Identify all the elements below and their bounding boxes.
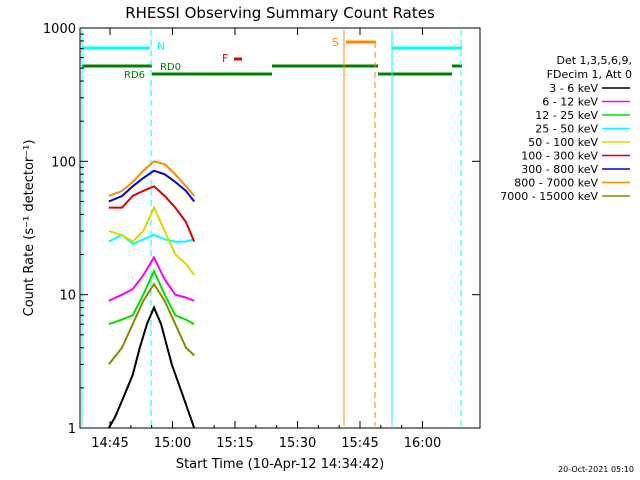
legend-header-2: FDecim 1, Att 0: [547, 68, 632, 81]
legend-label-3: 25 - 50 keV: [535, 123, 598, 136]
legend-label-0: 3 - 6 keV: [549, 82, 598, 95]
legend-header-1: Det 1,3,5,6,9,: [556, 54, 632, 67]
y-tick-label-2: 100: [51, 155, 76, 170]
x-tick-label-1: 15:00: [154, 436, 191, 451]
series-line-8: [108, 282, 195, 366]
series-line-0: [107, 305, 196, 429]
series-line-7: [108, 160, 195, 197]
legend: Det 1,3,5,6,9, FDecim 1, Att 0 3 - 6 keV…: [500, 54, 632, 203]
x-tick-label-2: 15:15: [216, 436, 253, 451]
series-line-5: [108, 185, 196, 242]
axis-layer: 14:45 15:00 15:15 15:30 15:45 16:00 1 10 100 1000: [43, 22, 480, 451]
legend-label-8: 7000 - 15000 keV: [500, 190, 598, 203]
series-line-2: [108, 268, 195, 326]
series-line-1: [108, 255, 195, 302]
series-layer: [107, 160, 196, 429]
boundary-lines: [81, 30, 462, 426]
y-tick-label-1: 10: [59, 289, 76, 304]
rd0-flag-label: RD0: [160, 62, 181, 73]
timestamp: 20-Oct-2021 05:10: [558, 465, 634, 474]
saa-flag-label: S: [332, 36, 339, 49]
rd6-flag-label: RD6: [124, 70, 145, 81]
series-line-6: [108, 169, 195, 203]
legend-label-2: 12 - 25 keV: [535, 109, 598, 122]
legend-label-4: 50 - 100 keV: [528, 136, 598, 149]
legend-label-6: 300 - 800 keV: [521, 163, 598, 176]
series-line-4: [108, 205, 196, 276]
x-tick-label-0: 14:45: [91, 436, 128, 451]
y-tick-label-3: 1000: [43, 22, 76, 37]
x-tick-label-5: 16:00: [404, 436, 441, 451]
night-flag-label: N: [157, 40, 165, 53]
x-tick-label-4: 15:45: [341, 436, 378, 451]
chart-title: RHESSI Observing Summary Count Rates: [125, 4, 435, 22]
y-axis-label: Count Rate (s⁻¹ detector⁻¹): [22, 140, 37, 317]
legend-label-7: 800 - 7000 keV: [514, 177, 598, 190]
y-tick-label-0: 1: [68, 422, 76, 437]
x-tick-label-3: 15:30: [279, 436, 316, 451]
flag-markers: S N F RD0 RD6: [82, 36, 462, 81]
legend-label-1: 6 - 12 keV: [542, 96, 598, 109]
x-axis-label: Start Time (10-Apr-12 14:34:42): [176, 457, 384, 472]
legend-label-5: 100 - 300 keV: [521, 150, 598, 163]
plot-frame: [79, 27, 481, 429]
flare-flag-label: F: [222, 52, 228, 65]
